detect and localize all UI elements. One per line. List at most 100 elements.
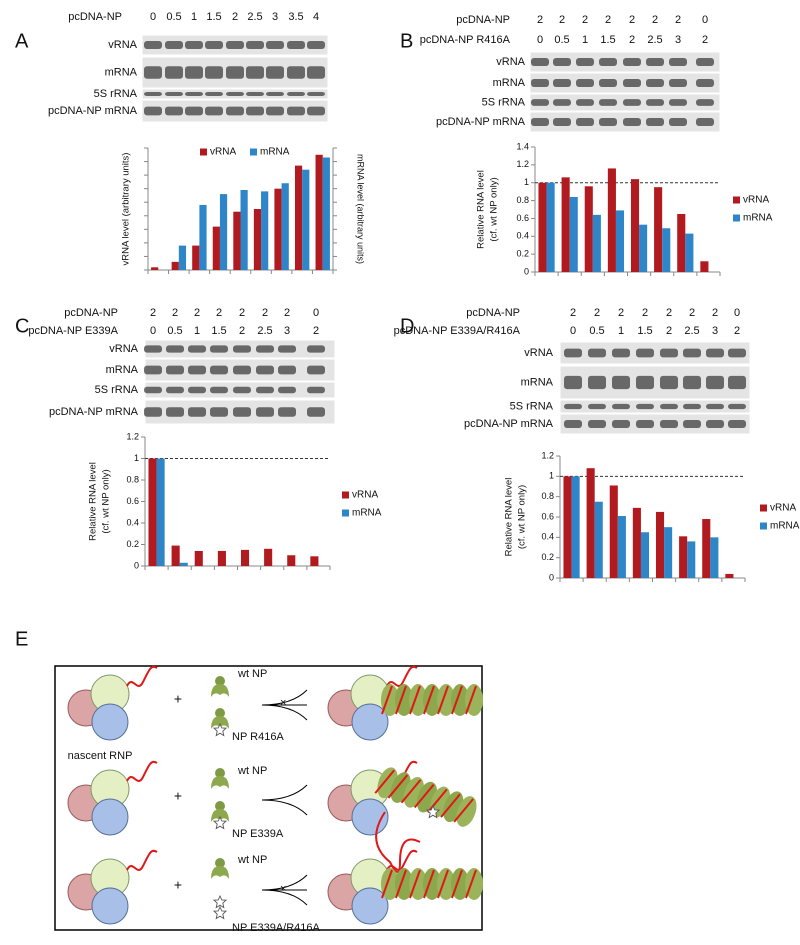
bar (632, 507, 641, 578)
blot-label: pcDNA-NP mRNA (464, 418, 554, 430)
blot-band (144, 345, 162, 353)
lane-value: 2 (262, 307, 268, 319)
blot-band (233, 345, 251, 353)
blot-band (553, 79, 571, 87)
y-tick-label: 1.2 (126, 431, 139, 441)
bar (677, 213, 686, 272)
lane-value: 2 (689, 307, 695, 319)
blot-band (287, 66, 305, 79)
lane-value: 2 (712, 307, 718, 319)
blot-band (706, 348, 724, 358)
lane-value: 0.5 (554, 34, 569, 46)
lane-value: 2 (284, 307, 290, 319)
y-tick-label: 0.4 (516, 231, 529, 241)
blot-band (287, 92, 305, 96)
blot-band (623, 79, 641, 87)
blot-band (683, 348, 701, 358)
blot-band (588, 420, 606, 428)
blot-band (307, 66, 325, 79)
bar (664, 527, 673, 578)
lane-value: 2 (232, 11, 238, 23)
bar (617, 515, 626, 578)
blot-band (205, 106, 223, 116)
lane-value: 1.5 (206, 11, 221, 23)
bar (607, 168, 616, 272)
blot-band (144, 66, 162, 79)
blot-band (307, 345, 325, 353)
bar (662, 228, 671, 272)
bar (179, 562, 188, 566)
blot-band (278, 407, 296, 417)
y-tick-label: 1 (134, 453, 139, 463)
panel-label: D (400, 315, 414, 337)
panel-label: C (15, 315, 29, 337)
blot-band (246, 106, 264, 116)
blot-band (669, 58, 687, 66)
blot-band (307, 407, 325, 417)
legend-swatch (342, 491, 349, 499)
blot-band (588, 348, 606, 358)
blot-band (278, 365, 296, 375)
bar (546, 182, 555, 272)
blot-band (188, 345, 206, 353)
lane-value: 2.5 (247, 11, 262, 23)
blot-band (646, 79, 664, 87)
legend-swatch (250, 148, 257, 156)
bar (700, 261, 709, 272)
bar (538, 182, 547, 272)
y-axis-label: (cf. wt NP only) (489, 177, 500, 241)
lane-value: 2 (216, 307, 222, 319)
blot-band (531, 118, 549, 126)
bar (219, 194, 228, 270)
y-tick-label: 0 (134, 560, 139, 570)
blot-band (185, 106, 203, 116)
lane-value: 0 (734, 307, 740, 319)
blot-band (588, 375, 606, 390)
blot-band (728, 375, 746, 390)
blot-band (696, 58, 714, 66)
blot-band (660, 420, 678, 428)
blot-band (266, 92, 284, 96)
blot-band (144, 386, 162, 394)
bar (630, 179, 640, 272)
lane-value: 2 (675, 14, 681, 26)
lane-value: 2 (172, 307, 178, 319)
blot-label: 5S rRNA (94, 88, 138, 100)
bar (563, 476, 572, 578)
blot-band (564, 403, 582, 410)
lane-value: 2 (666, 307, 672, 319)
blot-label: 5S rRNA (482, 96, 526, 108)
blot-band (599, 79, 617, 87)
plus-sign: + (174, 691, 182, 707)
bar (640, 532, 650, 578)
bar (212, 226, 220, 270)
lane-value: 3.5 (288, 11, 303, 23)
blot-band (205, 41, 223, 49)
blot-label: pcDNA-NP mRNA (436, 116, 526, 128)
blot-band (278, 345, 296, 353)
blot-band (185, 66, 203, 79)
lane-value: 1 (582, 34, 588, 46)
lane-value: 4 (313, 11, 319, 23)
legend-swatch (200, 148, 207, 156)
blot-band (636, 403, 654, 410)
blot-label: pcDNA-NP mRNA (49, 406, 139, 418)
plus-sign: + (174, 877, 182, 893)
bar (148, 458, 157, 566)
svg-text:×: × (280, 697, 286, 709)
y-tick-label: 0.4 (126, 517, 139, 527)
bar (240, 549, 250, 566)
blot-band (553, 99, 571, 106)
y-axis-label: Relative RNA level (88, 462, 99, 541)
blot-band (623, 118, 641, 126)
y-tick-label: 1.2 (516, 159, 529, 169)
blot (559, 413, 751, 435)
blot-band (165, 106, 183, 116)
y-tick-label: 1.4 (516, 141, 529, 151)
blot-band (623, 58, 641, 66)
panel-label: A (15, 30, 29, 52)
blot-band (696, 99, 714, 106)
blot (559, 341, 751, 365)
lane-value: 2 (537, 14, 543, 26)
blot-band (623, 99, 641, 106)
